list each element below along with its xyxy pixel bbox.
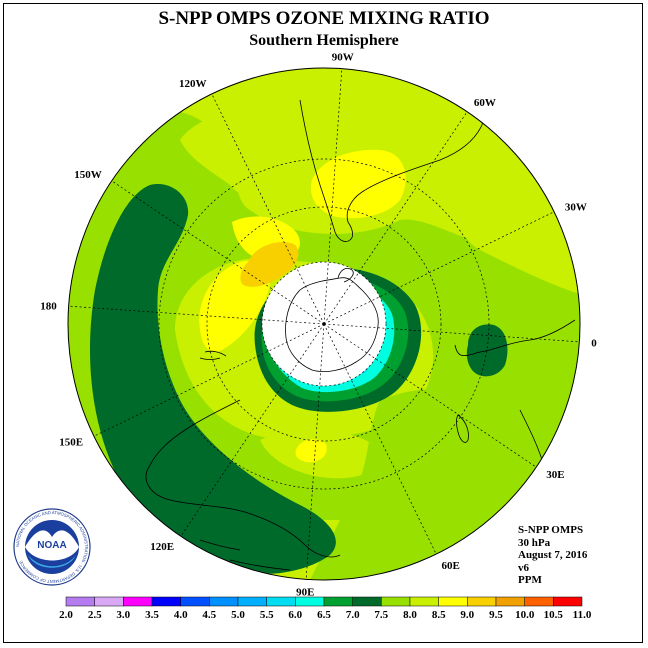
colorbar-tick-label: 6.5 bbox=[317, 609, 331, 621]
colorbar-tick-label: 10.5 bbox=[544, 609, 564, 621]
units-label: PPM bbox=[518, 574, 542, 586]
colorbar-swatch bbox=[438, 596, 468, 607]
colorbar-swatch bbox=[237, 596, 267, 607]
colorbar-tick-label: 2.5 bbox=[88, 609, 102, 621]
colorbar-swatch bbox=[123, 596, 153, 607]
colorbar-tick-label: 2.0 bbox=[59, 609, 73, 621]
band-8-5-upper bbox=[310, 149, 406, 219]
longitude-label: 60W bbox=[474, 97, 496, 109]
colorbar-tick-label: 3.5 bbox=[145, 609, 159, 621]
longitude-label: 180 bbox=[40, 300, 57, 312]
antarctica-coast bbox=[285, 277, 379, 372]
meridian-line bbox=[93, 323, 325, 437]
map-title: S-NPP OMPS OZONE MIXING RATIO bbox=[158, 8, 490, 29]
latitude-circles bbox=[158, 158, 490, 490]
colorbar-swatch bbox=[352, 596, 382, 607]
band-9-0-patch bbox=[240, 242, 299, 287]
longitude-label: 30W bbox=[565, 202, 587, 214]
meridian-line bbox=[323, 211, 555, 325]
australia-coast bbox=[145, 399, 341, 558]
logo-text: NOAA bbox=[37, 540, 66, 551]
colorbar-tick-label: 8.5 bbox=[432, 609, 446, 621]
longitude-label: 30E bbox=[546, 469, 564, 481]
meridian-line bbox=[323, 323, 437, 555]
colorbar-tick-label: 4.5 bbox=[202, 609, 216, 621]
colorbar-tick-label: 3.0 bbox=[116, 609, 130, 621]
version-label: v6 bbox=[518, 561, 529, 574]
colorbar-tick-label: 6.0 bbox=[288, 609, 302, 621]
logo-gull-icon bbox=[25, 530, 79, 561]
meridian-line bbox=[323, 323, 580, 343]
colorbar-swatch bbox=[381, 596, 411, 607]
meridian-line bbox=[323, 323, 537, 468]
ozone-field bbox=[68, 68, 580, 580]
map-subtitle: Southern Hemisphere bbox=[249, 32, 399, 49]
meridian-line bbox=[211, 93, 325, 325]
band-7-0-west-sector bbox=[90, 184, 336, 575]
metadata-block: S-NPP OMPS 30 hPa August 7, 2016 v6 PPM bbox=[518, 524, 587, 587]
band-8-5-south bbox=[295, 439, 327, 463]
pressure-level: 30 hPa bbox=[518, 536, 551, 549]
meridian-line bbox=[305, 323, 325, 580]
colorbar-tick-label: 7.5 bbox=[374, 609, 388, 621]
colorbar-tick-label: 9.5 bbox=[489, 609, 503, 621]
colorbar-swatch bbox=[65, 596, 95, 607]
colorbar-tick-label: 4.0 bbox=[174, 609, 188, 621]
colorbar-swatch bbox=[151, 596, 181, 607]
logo-wave-icon bbox=[28, 555, 76, 568]
colorbar: 2.0 2.5 3.0 3.5 4.0 4.5 5.0 5.5 6.0 6.5 7.0 7.5 8.0 8… bbox=[59, 596, 592, 621]
colorbar-swatch bbox=[553, 596, 583, 607]
colorbar-tick-label: 5.0 bbox=[231, 609, 245, 621]
longitude-labels: 90W 60W 30W 0 30E 60E 90E 120E 150E 180 150W 120W bbox=[40, 52, 597, 599]
meridian-line bbox=[180, 323, 325, 537]
colorbar-tick-label: 8.0 bbox=[403, 609, 417, 621]
instrument-label: S-NPP OMPS bbox=[518, 524, 584, 536]
colorbar-tick-label: 10.0 bbox=[515, 609, 535, 621]
meridian-line bbox=[111, 180, 325, 325]
meridians bbox=[68, 68, 580, 580]
colorbar-swatch bbox=[467, 596, 497, 607]
indonesia-coast bbox=[199, 539, 291, 571]
colorbar-swatch bbox=[209, 596, 239, 607]
new-zealand bbox=[199, 350, 227, 360]
meridian-line bbox=[68, 305, 325, 325]
map-boundary bbox=[67, 67, 581, 581]
lat-circle-mid bbox=[206, 206, 442, 442]
longitude-label: 0 bbox=[591, 338, 597, 350]
observation-date: August 7, 2016 bbox=[518, 549, 588, 561]
longitude-label: 90W bbox=[332, 52, 354, 64]
colorbar-swatch bbox=[94, 596, 124, 607]
colorbar-swatch bbox=[409, 596, 439, 607]
longitude-label: 120W bbox=[179, 78, 207, 90]
meridian-line bbox=[323, 68, 343, 325]
colorbar-swatch bbox=[495, 596, 525, 607]
colorbar-swatch bbox=[295, 596, 325, 607]
colorbar-swatch bbox=[524, 596, 554, 607]
south-america-coast bbox=[299, 89, 484, 242]
colorbar-tick-label: 11.0 bbox=[573, 609, 592, 621]
colorbar-tick-label: 7.0 bbox=[346, 609, 360, 621]
longitude-label: 60E bbox=[442, 560, 460, 572]
colorbar-swatch bbox=[266, 596, 296, 607]
meridian-line bbox=[323, 111, 468, 325]
longitude-label: 150W bbox=[74, 169, 102, 181]
noaa-logo: NOAA NATIONAL OCEANIC AND ATMOSPHERIC AD… bbox=[13, 508, 91, 586]
colorbar-tick-label: 9.0 bbox=[460, 609, 474, 621]
lat-circle-inner bbox=[261, 261, 387, 387]
antarctic-peninsula bbox=[337, 268, 354, 283]
longitude-label: 90E bbox=[296, 586, 314, 598]
longitude-label: 150E bbox=[59, 437, 83, 449]
lat-circle-outer bbox=[158, 158, 490, 490]
colorbar-swatch bbox=[323, 596, 353, 607]
longitude-label: 120E bbox=[150, 541, 174, 553]
colorbar-swatch bbox=[180, 596, 210, 607]
colorbar-tick-label: 5.5 bbox=[260, 609, 274, 621]
